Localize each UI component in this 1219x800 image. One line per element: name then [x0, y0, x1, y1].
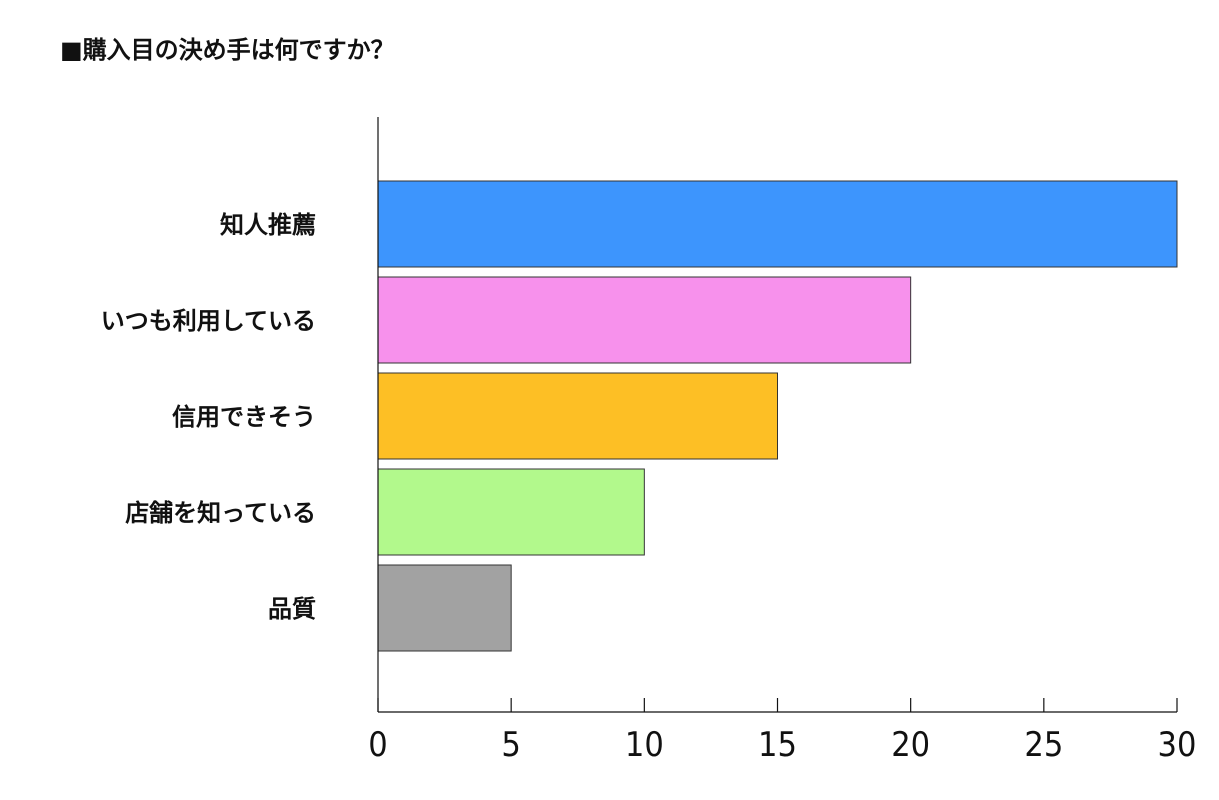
bars-layer	[377, 180, 1178, 652]
bar-1	[377, 180, 1178, 268]
category-label: 品質	[268, 595, 316, 623]
x-tick-label: 0	[368, 725, 387, 765]
bar-5	[377, 564, 512, 652]
bar-2	[377, 276, 912, 364]
category-label: いつも利用している	[101, 307, 316, 335]
x-tick-label: 10	[625, 725, 664, 765]
x-tick-label: 20	[891, 725, 930, 765]
axes-layer	[377, 117, 1178, 713]
x-tick-label: 30	[1158, 725, 1197, 765]
x-tick-label: 25	[1024, 725, 1063, 765]
bar-4	[377, 468, 645, 556]
category-label: 店舗を知っている	[125, 499, 316, 527]
chart-title: ■購入目の決め手は何ですか？	[60, 36, 395, 64]
bar-3	[377, 372, 778, 460]
x-tick-label: 5	[501, 725, 520, 765]
x-tick-label: 15	[758, 725, 797, 765]
category-label: 知人推薦	[220, 211, 316, 239]
category-label: 信用できそう	[172, 403, 316, 431]
